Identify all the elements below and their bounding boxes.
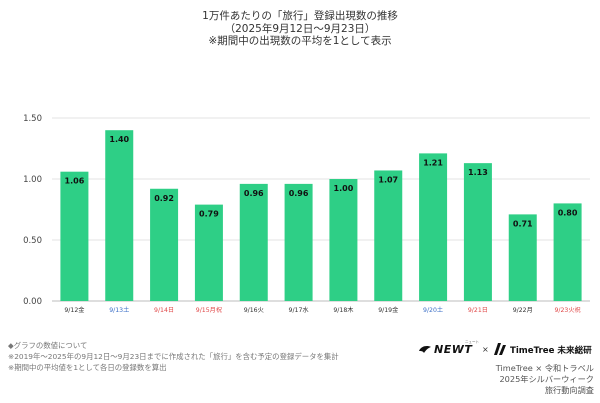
x-tick-label: 9/20土: [423, 306, 443, 314]
x-tick-label: 9/22月: [513, 307, 533, 314]
bar: [419, 153, 448, 301]
credit-line-1: TimeTree × 令和トラベル: [495, 363, 594, 373]
data-notes: ◆グラフの数値について ※2019年〜2025年の9月12日〜9月23日までに作…: [8, 340, 339, 373]
bar: [194, 204, 223, 301]
x-tick-label: 9/23火祝: [554, 306, 580, 314]
bar: [553, 203, 582, 301]
chart-title-line-1: 1万件あたりの「旅行」登録出現数の推移: [202, 10, 398, 22]
credit-line-3: 旅行動向調査: [544, 385, 594, 395]
data-label: 1.06: [65, 177, 85, 186]
newt-logo-subtext: ニュート: [465, 340, 479, 344]
notes-line-average: ※期間中の平均値を1として各日の登録数を算出: [8, 363, 167, 372]
notes-line-method: ※2019年〜2025年の9月12日〜9月23日までに作成された「旅行」を含む予…: [8, 352, 339, 361]
bar: [284, 183, 313, 301]
logo-separator: ×: [482, 345, 489, 354]
data-label: 0.71: [513, 219, 533, 228]
data-label: 1.13: [468, 168, 488, 177]
timetree-logo-text: TimeTree 未来総研: [510, 346, 592, 356]
data-label: 0.96: [289, 189, 309, 198]
newt-logo-text: NEWT: [434, 343, 473, 356]
partner-logos: NEWT ニュート × TimeTree 未来総研: [418, 340, 598, 358]
x-tick-label: 9/14日: [154, 307, 174, 314]
x-tick-label: 9/15月祝: [196, 306, 222, 314]
x-tick-label: 9/16火: [244, 307, 264, 314]
x-tick-label: 9/12金: [64, 306, 85, 314]
notes-heading: ◆グラフの数値について: [8, 341, 88, 350]
data-label: 1.40: [109, 135, 129, 144]
data-label: 0.79: [199, 210, 219, 219]
timetree-logo-icon: [494, 343, 506, 355]
bar: [329, 179, 358, 301]
data-label: 1.00: [334, 184, 354, 193]
credit-line-2: 2025年シルバーウィーク: [499, 374, 594, 384]
bar: [60, 171, 89, 301]
data-label: 0.80: [558, 208, 578, 217]
x-tick-label: 9/17水: [289, 306, 310, 314]
chart-title-line-3: ※期間中の出現数の平均を1として表示: [208, 35, 392, 47]
bar: [239, 183, 268, 301]
newt-logo-icon: [419, 346, 431, 353]
bar-chart: 0.00 0.50 1.00 1.50 1.06 9/12金 1.40 9/13土 0.92 9/…: [23, 114, 590, 314]
data-label: 1.21: [423, 158, 443, 167]
bar: [150, 188, 179, 301]
bar: [105, 130, 134, 301]
x-tick-label: 9/13土: [109, 306, 129, 314]
survey-credit: TimeTree × 令和トラベル 2025年シルバーウィーク 旅行動向調査: [496, 363, 594, 396]
y-tick-label: 0.50: [23, 236, 42, 246]
y-tick-label: 0.00: [23, 297, 42, 307]
x-tick-label: 9/18木: [333, 306, 353, 314]
data-label: 0.92: [154, 194, 174, 203]
chart-title-line-2: （2025年9月12日〜9月23日）: [224, 22, 376, 35]
chart-title: 1万件あたりの「旅行」登録出現数の推移 （2025年9月12日〜9月23日） ※…: [0, 10, 600, 48]
data-label: 0.96: [244, 189, 264, 198]
x-tick-label: 9/21日: [468, 307, 488, 314]
bar: [463, 163, 492, 301]
y-tick-label: 1.50: [23, 114, 42, 124]
x-tick-label: 9/19金: [378, 306, 399, 314]
y-tick-label: 1.00: [23, 175, 42, 185]
bar: [374, 170, 403, 301]
data-label: 1.07: [378, 175, 398, 184]
bar: [508, 214, 537, 301]
